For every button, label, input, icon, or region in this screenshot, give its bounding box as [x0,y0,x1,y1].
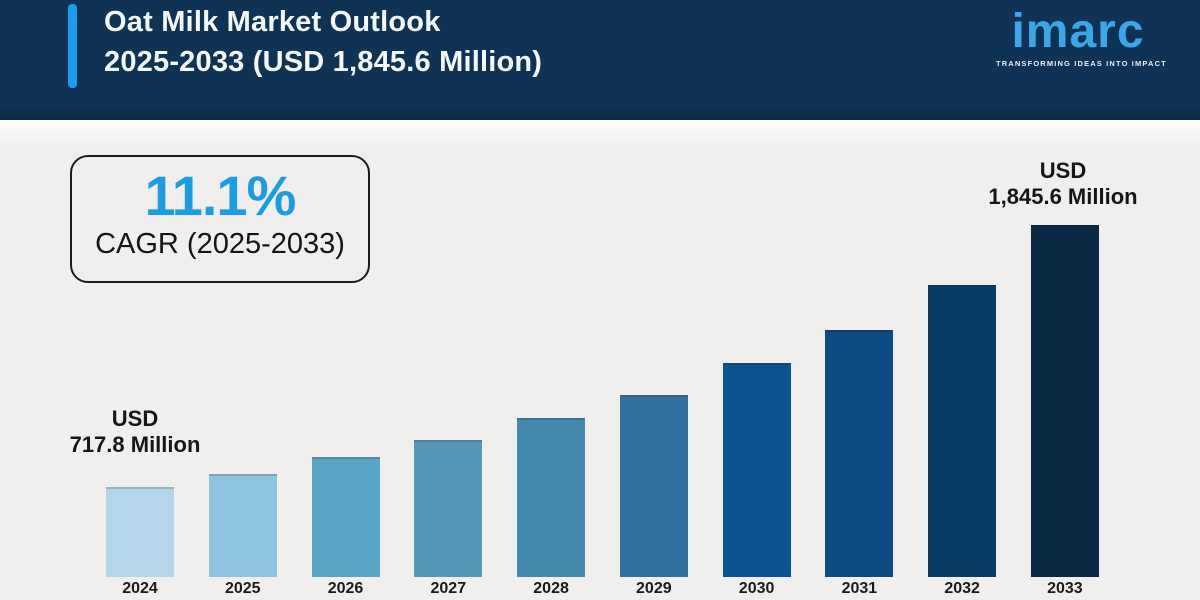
page-title-line1: Oat Milk Market Outlook [104,6,441,38]
x-axis-label-2025: 2025 [224,580,261,597]
bar-column-2029: 2029 [619,395,688,597]
bar-2033 [1030,225,1099,577]
x-axis-label-2032: 2032 [944,580,980,597]
bar-2024 [106,487,174,577]
cagr-callout-box: 11.1% CAGR (2025-2033) [70,155,370,283]
bar-column-2025: 2025 [208,474,277,597]
last-bar-value-amount: 1,845.6 Million [988,184,1138,209]
last-bar-value-label: USD 1,845.6 Million [965,158,1161,210]
bar-2028 [517,418,586,577]
x-axis-label-2028: 2028 [533,580,569,597]
header-banner: Oat Milk Market Outlook 2025-2033 (USD 1… [0,0,1200,120]
bar-2026 [311,457,380,577]
bar-2025 [208,474,277,577]
bar-2030 [722,363,791,577]
bar-column-2030: 2030 [722,363,791,597]
bar-column-2033: 2033 [1030,225,1099,597]
bar-column-2024: 2024 [106,487,174,597]
first-bar-value-amount: 717.8 Million [69,432,201,457]
bar-2032 [928,285,997,577]
cagr-label: CAGR (2025-2033) [95,228,345,260]
last-bar-value-currency: USD [1039,158,1087,183]
x-axis-label-2024: 2024 [122,580,158,597]
x-axis-label-2030: 2030 [738,580,775,597]
bar-column-2026: 2026 [311,457,380,597]
first-bar-value-label: USD 717.8 Million [37,406,233,458]
first-bar-value-currency: USD [111,406,159,431]
x-axis-label-2026: 2026 [327,580,364,597]
page-title-line2: 2025-2033 (USD 1,845.6 Million) [104,46,543,78]
bar-2031 [825,330,894,577]
bar-column-2031: 2031 [825,330,894,597]
bar-2029 [619,395,688,577]
bar-chart: 2024 2025 2026 2027 2028 2029 2030 2031 2032 2033 [106,157,1099,597]
x-axis-label-2029: 2029 [636,580,672,597]
header-fade-divider [0,120,1200,146]
imarc-logo: imarc TRANSFORMING IDEAS INTO IMPACT [996,5,1167,69]
x-axis-label-2033: 2033 [1047,580,1083,597]
bar-column-2027: 2027 [414,440,483,597]
title-accent-bar [68,4,77,88]
bar-column-2028: 2028 [517,418,586,597]
imarc-logo-tagline: TRANSFORMING IDEAS INTO IMPACT [996,59,1167,68]
bar-column-2032: 2032 [928,285,997,597]
imarc-logo-wordmark: imarc [1011,5,1145,58]
bar-2027 [414,440,483,577]
page-title: Oat Milk Market Outlook 2025-2033 (USD 1… [104,2,542,82]
cagr-value: 11.1% [144,164,297,227]
x-axis-label-2031: 2031 [841,580,878,597]
x-axis-label-2027: 2027 [430,580,467,597]
